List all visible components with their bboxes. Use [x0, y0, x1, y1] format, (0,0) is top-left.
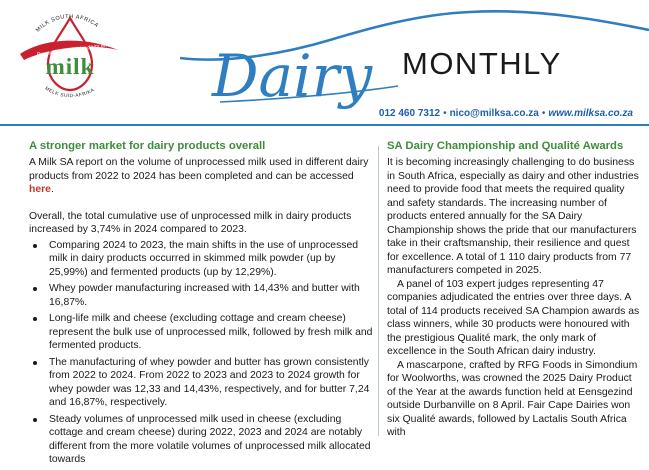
contact-separator: •	[541, 108, 546, 119]
contact-website[interactable]: www.milksa.co.za	[548, 108, 633, 119]
logo-wordmark: milk	[46, 54, 95, 79]
logo-swoosh	[20, 40, 118, 60]
intro-end: .	[50, 184, 54, 195]
left-article-bullets: Comparing 2024 to 2023, the main shifts …	[29, 239, 374, 467]
contact-phone[interactable]: 012 460 7312	[378, 108, 441, 119]
right-article-heading: SA Dairy Championship and Qualité Awards	[387, 140, 624, 152]
masthead-graphic: Dairy	[179, 10, 649, 110]
masthead-swoosh-line	[179, 10, 649, 61]
bullet-item: Long-life milk and cheese (excluding cot…	[33, 312, 374, 353]
contact-line: 012 460 7312 • nico@milksa.co.za • www.milks…	[379, 108, 633, 119]
column-divider	[378, 146, 379, 436]
left-article-summary: Overall, the total cumulative use of unp…	[29, 210, 352, 236]
bullet-item: Whey powder manufacturing increased with…	[33, 282, 374, 309]
left-article-intro: A Milk SA report on the volume of unproc…	[29, 156, 374, 197]
left-article-heading: A stronger market for dairy products ove…	[29, 140, 266, 152]
right-article-paragraph: A panel of 103 expert judges representin…	[387, 278, 640, 358]
contact-separator: •	[443, 108, 447, 119]
bullet-item: Steady volumes of unprocessed milk used …	[33, 413, 374, 467]
header-rule	[0, 124, 649, 126]
bullet-item: Comparing 2024 to 2023, the main shifts …	[33, 239, 374, 280]
right-article-paragraph: A mascarpone, crafted by RFG Foods in Si…	[387, 359, 638, 439]
masthead-dairy-script: Dairy	[211, 42, 373, 110]
milk-sa-logo: MILK SOUTH AFRICA Promoting a healthy da…	[20, 14, 126, 98]
report-link[interactable]: here	[29, 184, 51, 195]
right-article-paragraph: It is becoming increasingly challenging …	[387, 157, 639, 276]
masthead-monthly: MONTHLY	[402, 46, 562, 81]
left-article: A stronger market for dairy products ove…	[29, 139, 374, 470]
intro-text: A Milk SA report on the volume of unproc…	[29, 157, 369, 182]
masthead-underline	[219, 85, 399, 103]
masthead-header: MILK SOUTH AFRICA Promoting a healthy da…	[0, 0, 649, 120]
right-article: SA Dairy Championship and Qualité Awards…	[387, 139, 642, 440]
contact-email[interactable]: nico@milksa.co.za	[449, 108, 539, 119]
bullet-item: The manufacturing of whey powder and but…	[33, 356, 374, 410]
